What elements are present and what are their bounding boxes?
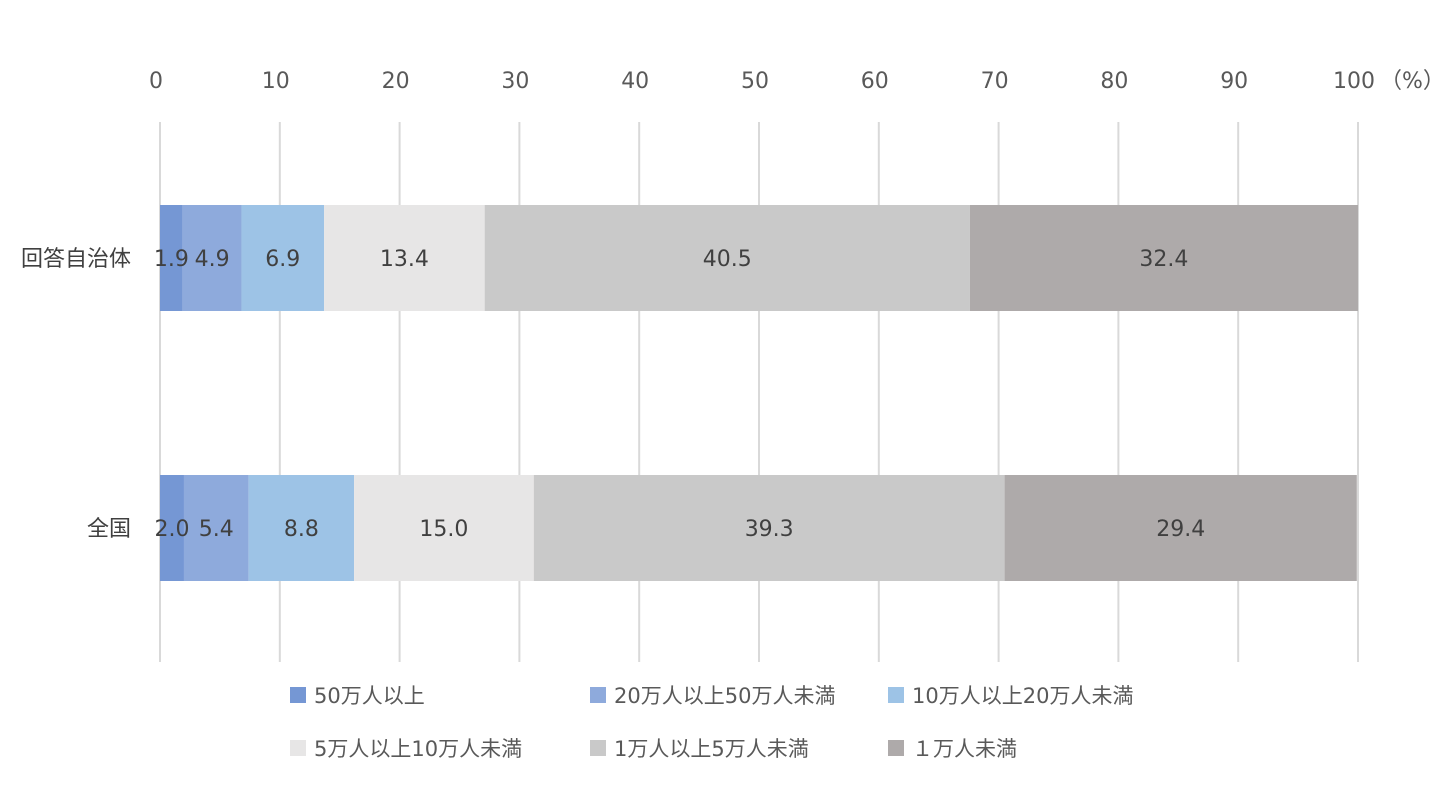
x-tick-label: 80: [1100, 69, 1128, 94]
bar-segment: [533, 475, 1005, 581]
x-tick-label: 30: [501, 69, 529, 94]
x-axis-ticks: 0 10 20 30 40 50 60 70 80 90 100: [149, 69, 1375, 94]
legend-label: 20万人以上50万人未満: [614, 684, 835, 708]
data-label: 6.9: [265, 247, 300, 272]
legend-swatch: [888, 687, 904, 703]
data-label: 29.4: [1156, 517, 1205, 542]
x-tick-label: 20: [382, 69, 410, 94]
legend-label: 10万人以上20万人未満: [912, 684, 1133, 708]
x-tick-label: 90: [1220, 69, 1248, 94]
x-tick-label: 10: [262, 69, 290, 94]
bar-segment: [354, 475, 534, 581]
bar-segment: [241, 205, 325, 311]
bar-segment: [248, 475, 355, 581]
data-labels: 1.9 4.9 6.9 13.4 40.5 32.4 2.0 5.4 8.8 15.0 39.3 29…: [154, 247, 1205, 542]
legend-label: 50万人以上: [314, 684, 425, 708]
legend-swatch: [590, 687, 606, 703]
data-label: 4.9: [195, 247, 230, 272]
bar-segment: [183, 475, 249, 581]
data-label: 2.0: [154, 517, 189, 542]
legend-label: 1万人以上5万人未満: [614, 737, 809, 761]
bar-segments: [160, 205, 1358, 581]
data-label: 13.4: [380, 247, 429, 272]
legend: 50万人以上 20万人以上50万人未満 10万人以上20万人未満 5万人以上10万人未…: [290, 684, 1133, 761]
legend-swatch: [888, 740, 904, 756]
x-tick-label: 40: [621, 69, 649, 94]
data-label: 40.5: [703, 247, 752, 272]
legend-swatch: [290, 687, 306, 703]
category-label: 回答自治体: [21, 247, 131, 272]
x-tick-label: 50: [741, 69, 769, 94]
legend-swatch: [290, 740, 306, 756]
x-tick-label: 0: [149, 69, 163, 94]
bar-segment: [1004, 475, 1357, 581]
bar-segment: [182, 205, 242, 311]
bar-segment: [484, 205, 970, 311]
data-label: 15.0: [419, 517, 468, 542]
category-label: 全国: [87, 517, 131, 542]
x-axis-unit: （%）: [1380, 69, 1445, 94]
legend-label: １万人未満: [912, 737, 1017, 761]
legend-label: 5万人以上10万人未満: [314, 737, 522, 761]
x-tick-label: 60: [861, 69, 889, 94]
x-tick-label: 70: [981, 69, 1009, 94]
data-label: 8.8: [284, 517, 319, 542]
data-label: 1.9: [154, 247, 189, 272]
data-label: 39.3: [745, 517, 794, 542]
data-label: 32.4: [1139, 247, 1188, 272]
data-label: 5.4: [199, 517, 234, 542]
bar-segment: [160, 205, 183, 311]
bar-segment: [969, 205, 1358, 311]
bar-segment: [160, 475, 184, 581]
legend-swatch: [590, 740, 606, 756]
x-tick-label: 100: [1333, 69, 1375, 94]
bar-segment: [324, 205, 485, 311]
